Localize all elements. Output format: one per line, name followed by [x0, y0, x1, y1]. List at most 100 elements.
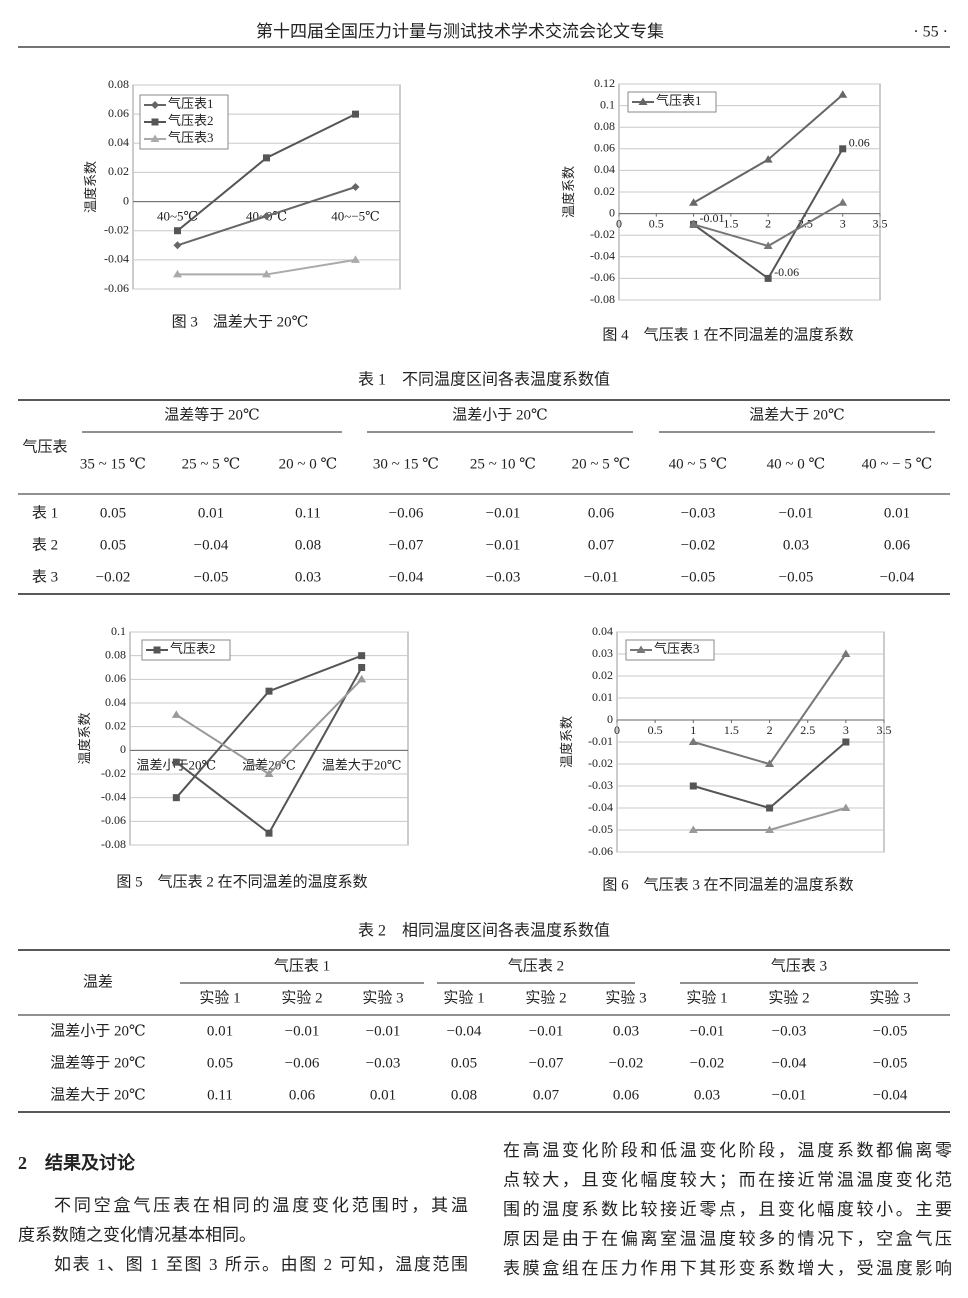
data-label: -0.06 — [774, 265, 799, 279]
y-tick-label: 0.12 — [594, 76, 615, 90]
y-tick-label: 0.08 — [105, 647, 126, 661]
column-header: 30 ~ 15 ℃ — [373, 456, 439, 472]
row-label: 温差小于 20℃ — [50, 1022, 146, 1039]
y-tick-label: -0.06 — [104, 281, 129, 295]
point — [265, 687, 273, 695]
x-tick-label: 3 — [840, 216, 846, 230]
y-axis-label: 温度系数 — [559, 716, 574, 768]
table-cell: −0.03 — [772, 1023, 807, 1039]
column-header: 20 ~ 0 ℃ — [279, 456, 338, 472]
column-header: 实验 2 — [768, 989, 809, 1006]
point — [174, 227, 181, 235]
table-cell: 0.06 — [588, 505, 615, 521]
point — [150, 134, 160, 142]
legend-box — [141, 639, 231, 661]
y-tick-label: 0.06 — [108, 106, 129, 120]
column-header: 40 ~ 0 ℃ — [767, 456, 826, 472]
y-tick-label: 0.04 — [592, 624, 613, 638]
table-cell: −0.05 — [873, 1055, 908, 1071]
figure-caption: 图 6 气压表 3 在不同温差的温度系数 — [602, 876, 853, 893]
point — [151, 118, 159, 126]
row-label: 表 2 — [32, 536, 58, 553]
point — [265, 829, 273, 837]
y-tick-label: -0.08 — [101, 837, 126, 851]
x-tick-label: 3 — [843, 723, 849, 737]
legend-label: 气压表3 — [654, 641, 700, 656]
group-header: 温差大于 20℃ — [749, 406, 845, 423]
point — [689, 782, 697, 790]
legend-label: 气压表1 — [656, 93, 702, 108]
x-tick-label: 40~5℃ — [157, 209, 198, 224]
y-tick-label: -0.04 — [101, 789, 126, 803]
table-cell: 0.06 — [613, 1087, 640, 1103]
x-tick-label: 1.5 — [723, 216, 738, 230]
column-header: 35 ~ 15 ℃ — [80, 456, 146, 472]
plot-frame — [129, 631, 409, 846]
figure-caption: 图 3 温差大于 20℃ — [172, 313, 309, 330]
point — [841, 649, 851, 657]
point — [263, 154, 270, 162]
point — [351, 183, 360, 191]
body-text: 如表 1、图 1 至图 3 所示。由图 2 可知，温度范围 — [54, 1255, 468, 1274]
legend-label: 气压表3 — [168, 130, 214, 145]
table-cell: 0.03 — [783, 537, 809, 553]
table-cell: −0.02 — [690, 1055, 725, 1071]
table-cell: −0.03 — [366, 1055, 401, 1071]
data-label: -0.01 — [700, 211, 725, 225]
column-header: 40 ~ − 5 ℃ — [862, 456, 933, 472]
table-cell: −0.04 — [194, 537, 229, 553]
point — [151, 101, 159, 109]
y-tick-label: -0.02 — [101, 766, 126, 780]
table-corner: 温差 — [83, 973, 113, 990]
point — [357, 674, 367, 683]
y-axis-label: 温度系数 — [83, 161, 98, 213]
table-cell: −0.04 — [447, 1023, 482, 1039]
y-tick-label: -0.06 — [101, 813, 126, 827]
table-cell: 0.05 — [100, 537, 126, 553]
x-tick-label: 0.5 — [648, 723, 663, 737]
point — [172, 758, 180, 766]
column-header: 25 ~ 5 ℃ — [182, 456, 241, 472]
table-cell: −0.04 — [880, 569, 915, 585]
table-cell: 0.05 — [451, 1055, 477, 1071]
body-text: 不同空盒气压表在相同的温度变化范围时，其温 — [54, 1196, 468, 1215]
table-cell: −0.05 — [681, 569, 716, 585]
running-title: 第十四届全国压力计量与测试技术学术交流会论文专集 — [256, 22, 664, 41]
table-cell: −0.05 — [779, 569, 814, 585]
point — [763, 155, 773, 163]
point — [839, 145, 847, 153]
x-tick-label: 3.5 — [873, 216, 888, 230]
table-cell: −0.03 — [681, 505, 716, 521]
table-cell: −0.02 — [681, 537, 716, 553]
point — [638, 97, 648, 105]
table-cell: 0.11 — [207, 1087, 233, 1103]
table-cell: 0.11 — [295, 505, 321, 521]
table-cell: 0.03 — [613, 1023, 639, 1039]
y-tick-label: -0.04 — [588, 800, 613, 814]
table-cell: 0.01 — [207, 1023, 233, 1039]
point — [688, 825, 698, 833]
y-tick-label: 0.01 — [592, 690, 613, 704]
y-tick-label: -0.06 — [588, 844, 613, 858]
y-tick-label: -0.04 — [104, 252, 129, 266]
y-tick-label: 0.06 — [105, 671, 126, 685]
table-cell: −0.02 — [609, 1055, 644, 1071]
table-cell: −0.04 — [772, 1055, 807, 1071]
column-header: 实验 1 — [443, 989, 484, 1006]
point — [153, 646, 161, 654]
x-tick-label: 温差大于20℃ — [322, 757, 402, 772]
point — [358, 664, 366, 671]
y-tick-label: 0.08 — [594, 119, 615, 133]
point — [689, 198, 699, 206]
figure-caption: 图 4 气压表 1 在不同温差的温度系数 — [602, 326, 853, 343]
table-corner: 气压表 — [22, 438, 67, 455]
column-header: 实验 1 — [199, 989, 240, 1006]
x-tick-label: 2 — [765, 216, 771, 230]
table-cell: −0.06 — [285, 1055, 320, 1071]
row-label: 温差大于 20℃ — [50, 1086, 146, 1103]
x-tick-label: 0.5 — [649, 216, 664, 230]
table-cell: 0.01 — [198, 505, 224, 521]
x-tick-label: 3.5 — [877, 723, 892, 737]
body-text: 围的温度系数比较接近零点，且变化幅度较小。主要 — [503, 1200, 952, 1219]
